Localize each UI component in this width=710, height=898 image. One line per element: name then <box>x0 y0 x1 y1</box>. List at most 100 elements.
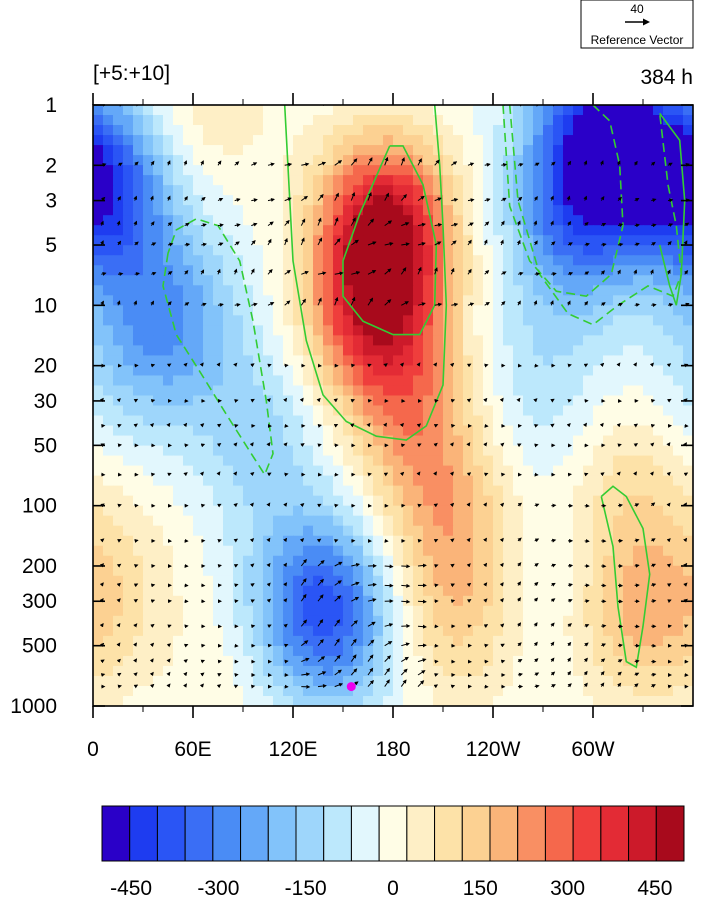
wind-vector <box>584 624 590 628</box>
field-cell <box>153 445 164 457</box>
field-cell <box>433 415 444 427</box>
field-cell <box>513 665 524 677</box>
field-cell <box>403 395 414 407</box>
contour-dashed <box>502 105 624 298</box>
field-cell <box>673 525 684 537</box>
field-cell <box>573 125 584 136</box>
field-cell <box>583 665 594 677</box>
wind-vector <box>401 222 410 227</box>
field-cell <box>443 525 454 537</box>
field-cell <box>643 205 654 216</box>
field-cell <box>583 205 594 216</box>
field-cell <box>213 375 224 387</box>
field-cell <box>213 475 224 487</box>
field-cell <box>223 395 234 407</box>
field-cell <box>503 335 514 346</box>
field-cell <box>603 685 614 697</box>
field-cell <box>273 455 284 467</box>
field-cell <box>473 645 484 657</box>
field-cell <box>493 185 504 196</box>
field-cell <box>143 395 154 407</box>
field-cell <box>403 355 414 367</box>
field-cell <box>573 185 584 196</box>
field-cell <box>563 545 574 557</box>
field-cell <box>483 655 494 667</box>
field-cell <box>123 695 134 706</box>
field-cell <box>193 325 204 336</box>
field-cell <box>123 395 134 407</box>
field-cell <box>433 545 444 557</box>
field-cell <box>193 575 204 587</box>
field-cell <box>373 545 384 557</box>
field-cell <box>633 235 644 246</box>
field-cell <box>443 135 454 146</box>
wind-vector <box>384 667 390 676</box>
field-cell <box>603 445 614 457</box>
field-cell <box>503 675 514 687</box>
field-cell <box>573 215 584 226</box>
field-cell <box>203 585 214 597</box>
field-cell <box>373 445 384 457</box>
field-cell <box>543 155 554 166</box>
field-cell <box>663 365 674 377</box>
field-cell <box>623 275 634 286</box>
field-cell <box>393 245 404 256</box>
wind-vector <box>350 620 358 627</box>
field-cell <box>493 555 504 567</box>
field-cell <box>393 215 404 226</box>
wind-vector <box>316 397 321 403</box>
field-cell <box>433 105 444 116</box>
field-cell <box>403 405 414 417</box>
field-cell <box>623 675 634 687</box>
field-cell <box>413 315 424 326</box>
field-cell <box>333 355 344 367</box>
field-cell <box>373 565 384 577</box>
field-cell <box>643 605 654 617</box>
field-cell <box>633 385 644 397</box>
field-cell <box>363 255 374 266</box>
field-cell <box>183 265 194 276</box>
wind-vector <box>617 196 623 202</box>
wind-vector <box>401 656 409 663</box>
field-cell <box>373 255 384 266</box>
wind-vector <box>300 237 305 246</box>
field-cell <box>553 295 564 306</box>
field-cell <box>493 255 504 266</box>
field-cell <box>293 685 304 697</box>
wind-vector <box>150 583 156 588</box>
field-cell <box>533 325 544 336</box>
wind-vector <box>567 670 572 676</box>
field-cell <box>633 495 644 507</box>
wind-vector <box>317 193 324 201</box>
field-cell <box>513 675 524 687</box>
field-cell <box>103 385 114 397</box>
field-cell <box>503 635 514 647</box>
field-cell <box>263 125 274 136</box>
field-cell <box>213 485 224 497</box>
field-cell <box>113 625 124 637</box>
field-cell <box>203 185 214 196</box>
colorbar-swatch <box>212 805 242 862</box>
field-cell <box>153 585 164 597</box>
field-cell <box>323 165 334 176</box>
field-cell <box>523 655 534 667</box>
x-tick-label: 120W <box>466 738 521 761</box>
field-cell <box>323 445 334 457</box>
field-cell <box>233 465 244 477</box>
field-cell <box>323 695 334 706</box>
field-cell <box>463 165 474 176</box>
wind-vector <box>567 683 572 688</box>
field-cell <box>303 115 314 126</box>
field-cell <box>323 495 334 507</box>
wind-vector <box>299 537 305 543</box>
field-cell <box>633 455 644 467</box>
field-cell <box>273 245 284 256</box>
field-cell <box>543 405 554 417</box>
field-cell <box>583 635 594 647</box>
field-cell <box>593 435 604 447</box>
field-cell <box>393 645 404 657</box>
field-cell <box>233 575 244 587</box>
field-cell <box>383 125 394 136</box>
field-cell <box>633 135 644 146</box>
field-cell <box>493 365 504 377</box>
